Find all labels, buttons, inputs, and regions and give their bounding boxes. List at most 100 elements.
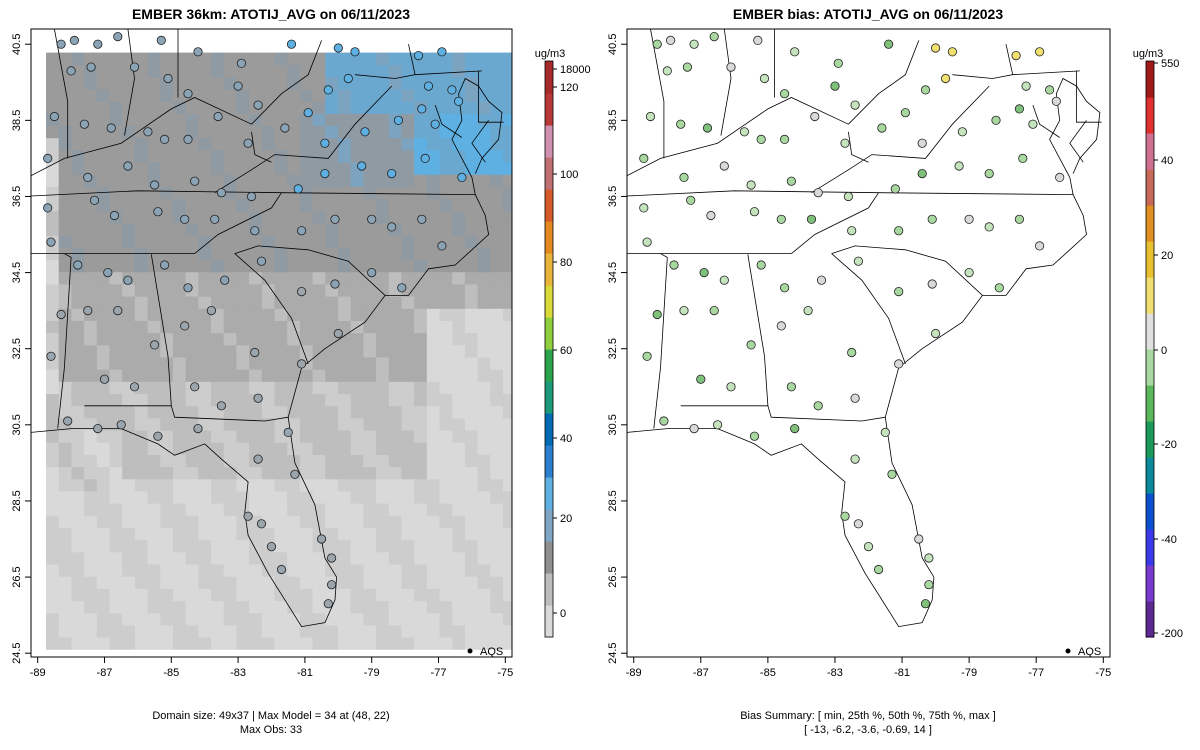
grid-cell	[388, 235, 402, 248]
aqs-station-marker	[420, 153, 430, 163]
grid-cell	[96, 284, 110, 297]
aqs-station-marker	[920, 85, 931, 95]
grid-cell	[147, 89, 161, 102]
grid-cell	[274, 259, 288, 273]
grid-cell	[122, 174, 136, 187]
grid-cell	[287, 332, 301, 346]
grid-cell	[452, 186, 466, 200]
grid-cell	[134, 52, 148, 66]
grid-cell	[325, 637, 339, 650]
state-border	[84, 405, 289, 422]
grid-cell	[363, 454, 377, 468]
grid-cell	[261, 503, 275, 516]
grid-cell	[502, 539, 512, 553]
grid-cell	[160, 417, 174, 431]
state-border	[720, 29, 732, 136]
aqs-station-marker	[123, 161, 133, 171]
aqs-station-marker	[243, 138, 253, 148]
grid-cell	[376, 551, 390, 565]
grid-cell	[401, 551, 415, 565]
aqs-station-marker	[393, 115, 403, 125]
grid-cell	[490, 296, 504, 309]
grid-cell	[414, 612, 428, 626]
grid-cell	[350, 332, 364, 346]
grid-cell	[71, 405, 85, 419]
grid-cell	[274, 551, 288, 565]
grid-cell	[71, 588, 85, 602]
grid-cell	[96, 442, 110, 455]
grid-cell	[147, 564, 161, 577]
grid-cell	[502, 612, 512, 626]
grid-cell	[211, 296, 225, 309]
grid-cell	[122, 588, 136, 602]
grid-cell	[122, 101, 136, 114]
grid-cell	[363, 113, 377, 127]
grid-cell	[96, 174, 110, 187]
grid-cell	[350, 174, 364, 187]
grid-cell	[134, 113, 148, 127]
grid-cell	[325, 125, 339, 139]
aqs-station-marker	[206, 305, 216, 316]
grid-cell	[211, 125, 225, 139]
grid-cell	[312, 588, 326, 602]
grid-cell	[109, 466, 123, 480]
grid-cell	[109, 393, 123, 407]
grid-cell	[211, 588, 225, 602]
grid-cell	[147, 320, 161, 334]
grid-cell	[325, 198, 339, 212]
grid-cell	[287, 539, 301, 553]
grid-cell	[477, 344, 491, 358]
grid-cell	[350, 551, 364, 565]
grid-cell	[46, 625, 60, 638]
grid-cell	[464, 393, 478, 407]
aqs-station-marker	[256, 519, 267, 529]
grid-cell	[350, 588, 364, 602]
grid-cell	[502, 64, 512, 78]
grid-cell	[274, 588, 288, 602]
grid-cell	[477, 612, 491, 626]
grid-cell	[249, 210, 263, 224]
grid-cell	[388, 125, 402, 139]
grid-cell	[388, 52, 402, 66]
grid-cell	[452, 52, 466, 66]
grid-cell	[414, 235, 428, 248]
grid-cell	[84, 637, 98, 650]
grid-cell	[71, 551, 85, 565]
aqs-station-marker	[1021, 81, 1031, 91]
grid-cell	[312, 564, 326, 577]
grid-cell	[490, 174, 504, 187]
grid-cell	[452, 612, 466, 626]
grid-cell	[452, 137, 466, 151]
aqs-station-marker	[984, 169, 994, 179]
grid-cell	[414, 332, 428, 346]
grid-cell	[477, 296, 491, 309]
grid-cell	[350, 417, 364, 431]
grid-cell	[211, 76, 225, 90]
grid-cell	[249, 430, 263, 443]
grid-cell	[287, 588, 301, 602]
grid-cell	[350, 223, 364, 236]
state-border	[1076, 70, 1102, 123]
grid-cell	[388, 637, 402, 650]
grid-cell	[439, 588, 453, 602]
grid-cell	[134, 491, 148, 504]
aqs-station-marker	[894, 359, 904, 369]
grid-cell	[452, 564, 466, 577]
grid-cell	[452, 64, 466, 78]
aqs-station-marker	[330, 279, 340, 289]
grid-cell	[249, 600, 263, 614]
grid-cell	[477, 527, 491, 541]
grid-cell	[46, 308, 60, 321]
grid-cell	[96, 210, 110, 224]
grid-cell	[337, 478, 352, 492]
grid-cell	[223, 600, 237, 614]
grid-cell	[71, 466, 85, 480]
grid-cell	[198, 76, 212, 90]
grid-cell	[477, 162, 491, 175]
grid-cell	[223, 588, 237, 602]
aqs-station-marker	[914, 534, 924, 544]
grid-cell	[477, 405, 491, 419]
grid-cell	[337, 357, 352, 370]
aqs-station-marker	[924, 580, 934, 590]
grid-cell	[147, 162, 161, 175]
